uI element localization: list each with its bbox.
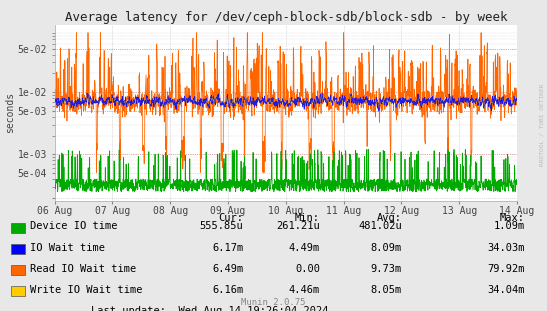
Text: Min:: Min: [295, 213, 320, 223]
Y-axis label: seconds: seconds [5, 92, 15, 133]
Text: Read IO Wait time: Read IO Wait time [30, 264, 136, 274]
Text: Device IO time: Device IO time [30, 221, 118, 231]
Text: 481.02u: 481.02u [358, 221, 402, 231]
Text: Last update:  Wed Aug 14 19:26:04 2024: Last update: Wed Aug 14 19:26:04 2024 [91, 306, 328, 311]
Text: 555.85u: 555.85u [200, 221, 243, 231]
Text: 34.03m: 34.03m [487, 243, 525, 253]
Title: Average latency for /dev/ceph-block-sdb/block-sdb - by week: Average latency for /dev/ceph-block-sdb/… [65, 11, 507, 24]
Text: 6.17m: 6.17m [212, 243, 243, 253]
Text: Munin 2.0.75: Munin 2.0.75 [241, 298, 306, 307]
Text: Avg:: Avg: [377, 213, 402, 223]
Text: 1.09m: 1.09m [494, 221, 525, 231]
Text: 4.46m: 4.46m [289, 285, 320, 295]
Text: 0.00: 0.00 [295, 264, 320, 274]
Text: 6.16m: 6.16m [212, 285, 243, 295]
Text: Max:: Max: [500, 213, 525, 223]
Text: 34.04m: 34.04m [487, 285, 525, 295]
Text: 8.09m: 8.09m [371, 243, 402, 253]
Text: 4.49m: 4.49m [289, 243, 320, 253]
Text: RRDTOOL / TOBI OETIKER: RRDTOOL / TOBI OETIKER [539, 83, 544, 166]
Text: Cur:: Cur: [218, 213, 243, 223]
Text: 9.73m: 9.73m [371, 264, 402, 274]
Text: 261.21u: 261.21u [276, 221, 320, 231]
Text: 79.92m: 79.92m [487, 264, 525, 274]
Text: Write IO Wait time: Write IO Wait time [30, 285, 143, 295]
Text: IO Wait time: IO Wait time [30, 243, 105, 253]
Text: 6.49m: 6.49m [212, 264, 243, 274]
Text: 8.05m: 8.05m [371, 285, 402, 295]
